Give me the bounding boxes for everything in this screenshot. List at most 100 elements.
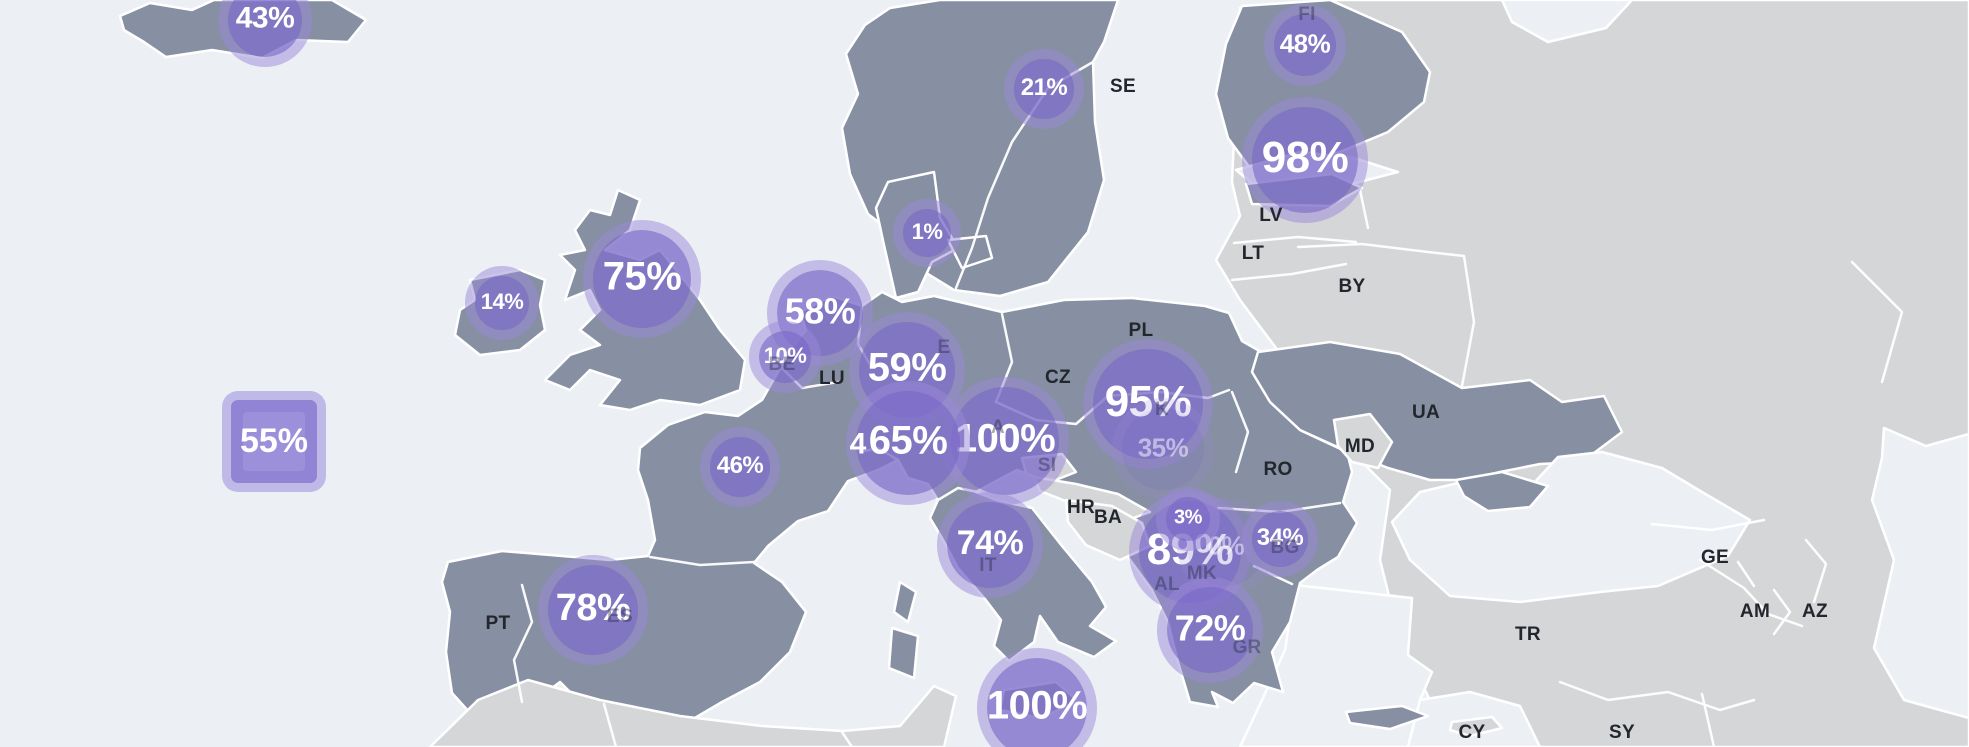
bubble-core <box>548 565 638 655</box>
country-code-label: AM <box>1739 601 1771 622</box>
country-code-label-faded: GR <box>1232 637 1262 658</box>
border-russia-kazakhstan <box>1850 260 1904 384</box>
bubble-halo <box>1004 49 1084 129</box>
country-code-label: LU <box>819 368 845 389</box>
bubble-halo <box>583 220 701 338</box>
bubble-value: 48% <box>1279 28 1331 59</box>
border-pyrenees <box>648 555 756 567</box>
bubble-core <box>593 230 691 328</box>
bubble-halo <box>538 555 648 665</box>
bubble-core <box>1167 587 1253 673</box>
bubble-halo <box>1242 97 1368 223</box>
bubble-value: 34% <box>1256 523 1304 551</box>
partial-bubble-value: 4 <box>849 427 867 461</box>
country-code-label-faded: K <box>1154 399 1170 420</box>
bubble-core <box>947 502 1033 588</box>
country-code-label-faded: BG <box>1270 537 1300 558</box>
bubble-halo <box>465 266 539 340</box>
country-code-label-faded: IT <box>979 555 997 576</box>
country-code-label: SE <box>1110 76 1136 97</box>
country-code-label: BA <box>1093 507 1123 528</box>
country-code-label-faded: MK <box>1186 563 1218 584</box>
bubble-value: 75% <box>602 254 682 299</box>
sea-caspian <box>1870 426 1969 720</box>
country-code-label: MD <box>1344 436 1376 457</box>
country-code-label: UA <box>1411 402 1441 423</box>
bubble-value: 65% <box>868 418 948 463</box>
bubble-core <box>1252 511 1308 567</box>
bubble-halo <box>1242 501 1318 577</box>
country-shape-moldova[interactable] <box>1332 412 1394 470</box>
country-code-label: AZ <box>1802 601 1828 622</box>
country-code-label-faded: E <box>937 337 951 358</box>
bubble-core <box>1274 14 1336 76</box>
bubble-core <box>710 437 770 497</box>
bubble-halo <box>937 492 1043 598</box>
country-shape-cyprus[interactable] <box>1448 715 1504 738</box>
bubble-halo <box>1157 577 1263 683</box>
bubble-core <box>1252 107 1358 213</box>
country-code-label: PT <box>485 613 511 634</box>
bubble-value: 35% <box>1137 432 1189 463</box>
bubble-value: 72% <box>1174 607 1246 649</box>
country-code-label: CZ <box>1045 367 1071 388</box>
border-portugal-spain <box>512 583 534 704</box>
bubble-halo <box>1156 487 1220 551</box>
country-shape-crete[interactable] <box>1344 704 1430 731</box>
border-turkey-syria <box>1558 680 1756 747</box>
bubble-core <box>856 391 960 495</box>
bubble-value: 46% <box>716 451 764 479</box>
bubble-value: 78% <box>555 586 631 629</box>
country-code-label: HR <box>1066 497 1096 518</box>
sea-white-sea <box>1500 0 1634 44</box>
bubble-core <box>759 331 811 383</box>
bubble-value: 10% <box>763 342 807 368</box>
country-shape-corsica[interactable] <box>892 580 918 624</box>
bubble-halo <box>1112 398 1214 500</box>
bubble-halo <box>893 199 961 267</box>
bubble-core <box>1014 59 1074 119</box>
country-code-label: LT <box>1241 243 1265 264</box>
border-north-africa <box>602 702 854 747</box>
bubble-halo <box>218 0 312 67</box>
bubble-value: 21% <box>1020 73 1068 101</box>
country-shape-sardinia[interactable] <box>887 626 920 680</box>
country-code-label: LV <box>1259 205 1283 226</box>
country-code-label-faded: BE <box>768 354 796 375</box>
country-shape-crimea[interactable] <box>1454 470 1550 513</box>
bubble-core <box>1122 408 1204 490</box>
country-code-label: BY <box>1338 276 1366 297</box>
country-code-label-faded: ES <box>607 606 633 627</box>
country-code-label: TR <box>1515 624 1541 645</box>
bubble-halo <box>977 648 1097 747</box>
bubble-value: 74% <box>956 523 1024 562</box>
legend-inner-square <box>243 412 305 471</box>
bubble-core <box>475 276 529 330</box>
bubble-value: 43% <box>235 1 295 35</box>
bubble-core <box>987 658 1087 747</box>
bubble-value: 100% <box>986 683 1088 728</box>
country-code-label: RO <box>1263 459 1293 480</box>
bubble-halo <box>700 427 780 507</box>
country-code-label-faded: A <box>990 417 1006 438</box>
country-code-label: SY <box>1609 722 1635 743</box>
border-romania-west <box>1230 390 1250 474</box>
bubble-value: 100% <box>954 416 1056 461</box>
border-caucasus <box>1650 518 1828 636</box>
country-shape-eastern-region[interactable] <box>1214 0 1969 747</box>
bubble-halo <box>749 321 821 393</box>
average-value-marker[interactable]: 55% <box>222 391 326 492</box>
country-code-label-faded: FI <box>1298 4 1316 25</box>
country-code-label-faded: SI <box>1037 455 1057 476</box>
bubble-halo <box>1264 4 1346 86</box>
bubble-halo <box>846 381 970 505</box>
bubble-core <box>228 0 302 57</box>
bubble-value: 3% <box>1174 506 1202 529</box>
country-code-label: GE <box>1700 547 1730 568</box>
country-code-label: CY <box>1458 722 1486 743</box>
bubble-core <box>903 209 951 257</box>
bubble-core <box>1166 497 1210 541</box>
country-code-label: PL <box>1128 320 1154 341</box>
